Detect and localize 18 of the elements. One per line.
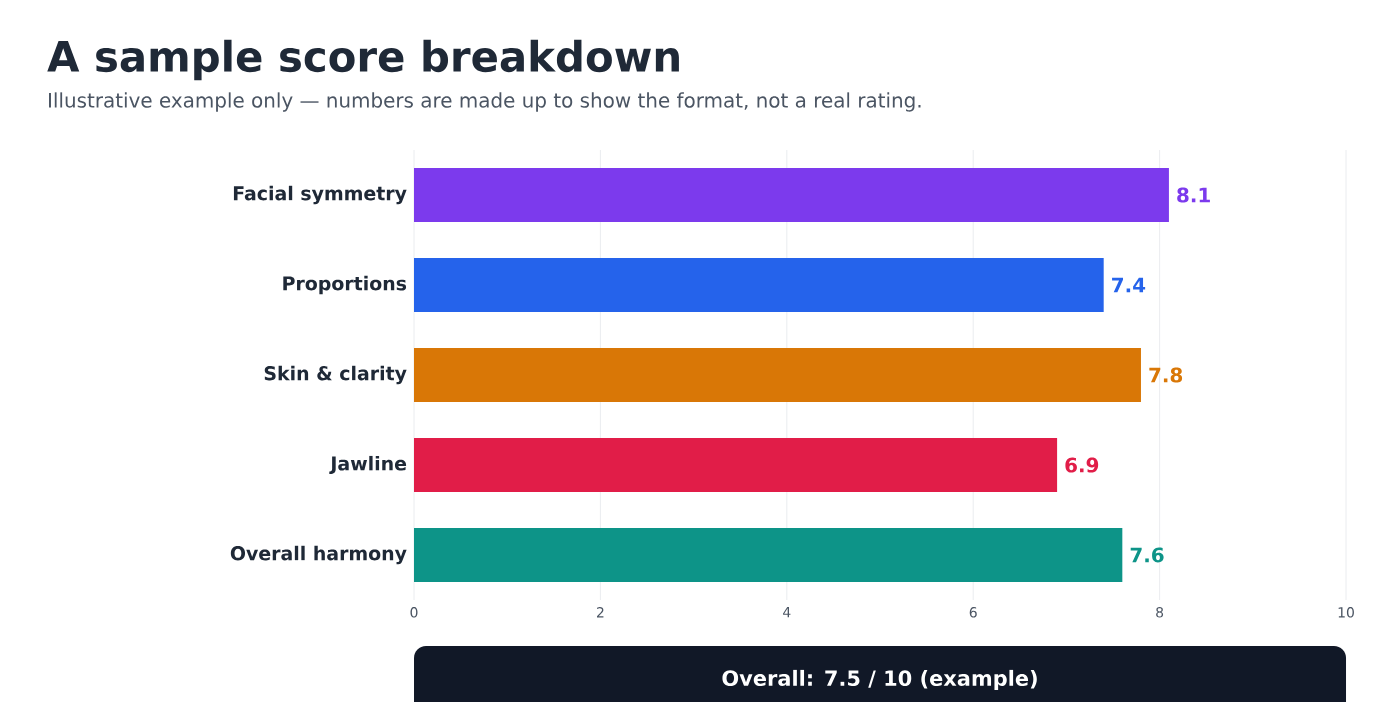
bar bbox=[414, 348, 1141, 403]
y-tick-label: Jawline bbox=[329, 455, 407, 475]
data-label: 8.1 bbox=[1177, 187, 1210, 203]
bar bbox=[414, 168, 1169, 223]
bar bbox=[414, 258, 1104, 313]
y-tick-label: Proportions bbox=[283, 275, 407, 295]
data-label: 7.4 bbox=[1112, 277, 1146, 293]
chart-title: A sample score breakdown bbox=[47, 39, 679, 81]
data-label: 7.8 bbox=[1149, 367, 1183, 383]
data-label: 7.6 bbox=[1130, 547, 1164, 563]
y-tick-label: Overall harmony bbox=[230, 545, 407, 565]
chart-subtitle: Illustrative example only — numbers are made up to show the format, not a real rating. bbox=[49, 92, 921, 112]
y-tick-label: Facial symmetry bbox=[233, 185, 407, 205]
y-tick-label: Skin & clarity bbox=[264, 365, 407, 385]
data-label: 6.9 bbox=[1065, 457, 1099, 473]
bar bbox=[414, 528, 1123, 583]
text: Overall: 7.5 / 10 (example) bbox=[722, 669, 1037, 691]
bar bbox=[414, 438, 1058, 493]
